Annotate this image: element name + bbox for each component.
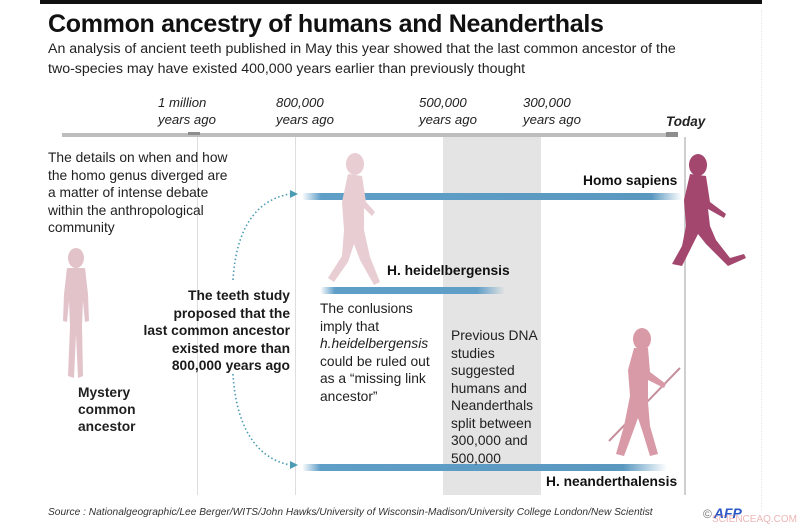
- subtitle-line-1: An analysis of ancient teeth published i…: [48, 41, 676, 57]
- page-title: Common ancestry of humans and Neandertha…: [48, 10, 604, 38]
- heidelbergensis-figure-icon: [328, 153, 380, 285]
- note-conclusions: The conlusions imply that h.heidelbergen…: [320, 301, 430, 404]
- guide-line-800000: [295, 137, 296, 495]
- subtitle-line-2: two-species may have existed 400,000 yea…: [48, 60, 526, 77]
- heidelbergensis-lineage-bar: [320, 287, 505, 294]
- neanderthalensis-lineage-bar: [302, 464, 667, 471]
- sapiens-lineage-bar: [302, 193, 682, 200]
- subtitle: An analysis of ancient teeth published i…: [48, 40, 748, 79]
- top-rule: [40, 0, 762, 4]
- arrow-to-neanderthal-icon: [232, 373, 291, 466]
- afp-logo: © AFP: [703, 505, 742, 521]
- guide-line-today: [684, 137, 686, 495]
- label-mystery-ancestor: Mystery common ancestor: [78, 385, 136, 434]
- agency-name: AFP: [713, 505, 742, 521]
- axis-marker-1-million: [188, 132, 200, 135]
- homo-sapiens-figure-icon: [672, 154, 746, 266]
- note-debate: The details on when and how the homo gen…: [48, 150, 228, 235]
- label-heidelbergensis: H. heidelbergensis: [387, 263, 510, 278]
- source-credit: Source : Nationalgeographic/Lee Berger/W…: [48, 507, 653, 518]
- label-neanderthalensis: H. neanderthalensis: [546, 474, 678, 489]
- copyright-icon: ©: [703, 507, 712, 521]
- axis-marker-today: [666, 132, 678, 137]
- tick-today: Today: [666, 114, 706, 129]
- watermark: SCIENCEAQ.COM: [712, 514, 798, 525]
- guide-line-1-million: [197, 137, 198, 495]
- edge-guide: [761, 10, 762, 510]
- arrow-to-sapiens-icon: [232, 193, 291, 281]
- note-teeth-study: The teeth study proposed that the last c…: [143, 288, 290, 373]
- note-dna-studies: Previous DNA studies suggested humans an…: [451, 328, 538, 466]
- label-homo-sapiens: Homo sapiens: [583, 173, 678, 188]
- neanderthal-figure-icon: [608, 328, 681, 456]
- tick-1-million: 1 million years ago: [158, 95, 216, 127]
- tick-300000: 300,000 years ago: [523, 95, 581, 127]
- tick-500000: 500,000 years ago: [419, 95, 477, 127]
- tick-800000: 800,000 years ago: [276, 95, 334, 127]
- mystery-ancestor-figure-icon: [63, 248, 89, 378]
- timeline-axis: [62, 133, 668, 137]
